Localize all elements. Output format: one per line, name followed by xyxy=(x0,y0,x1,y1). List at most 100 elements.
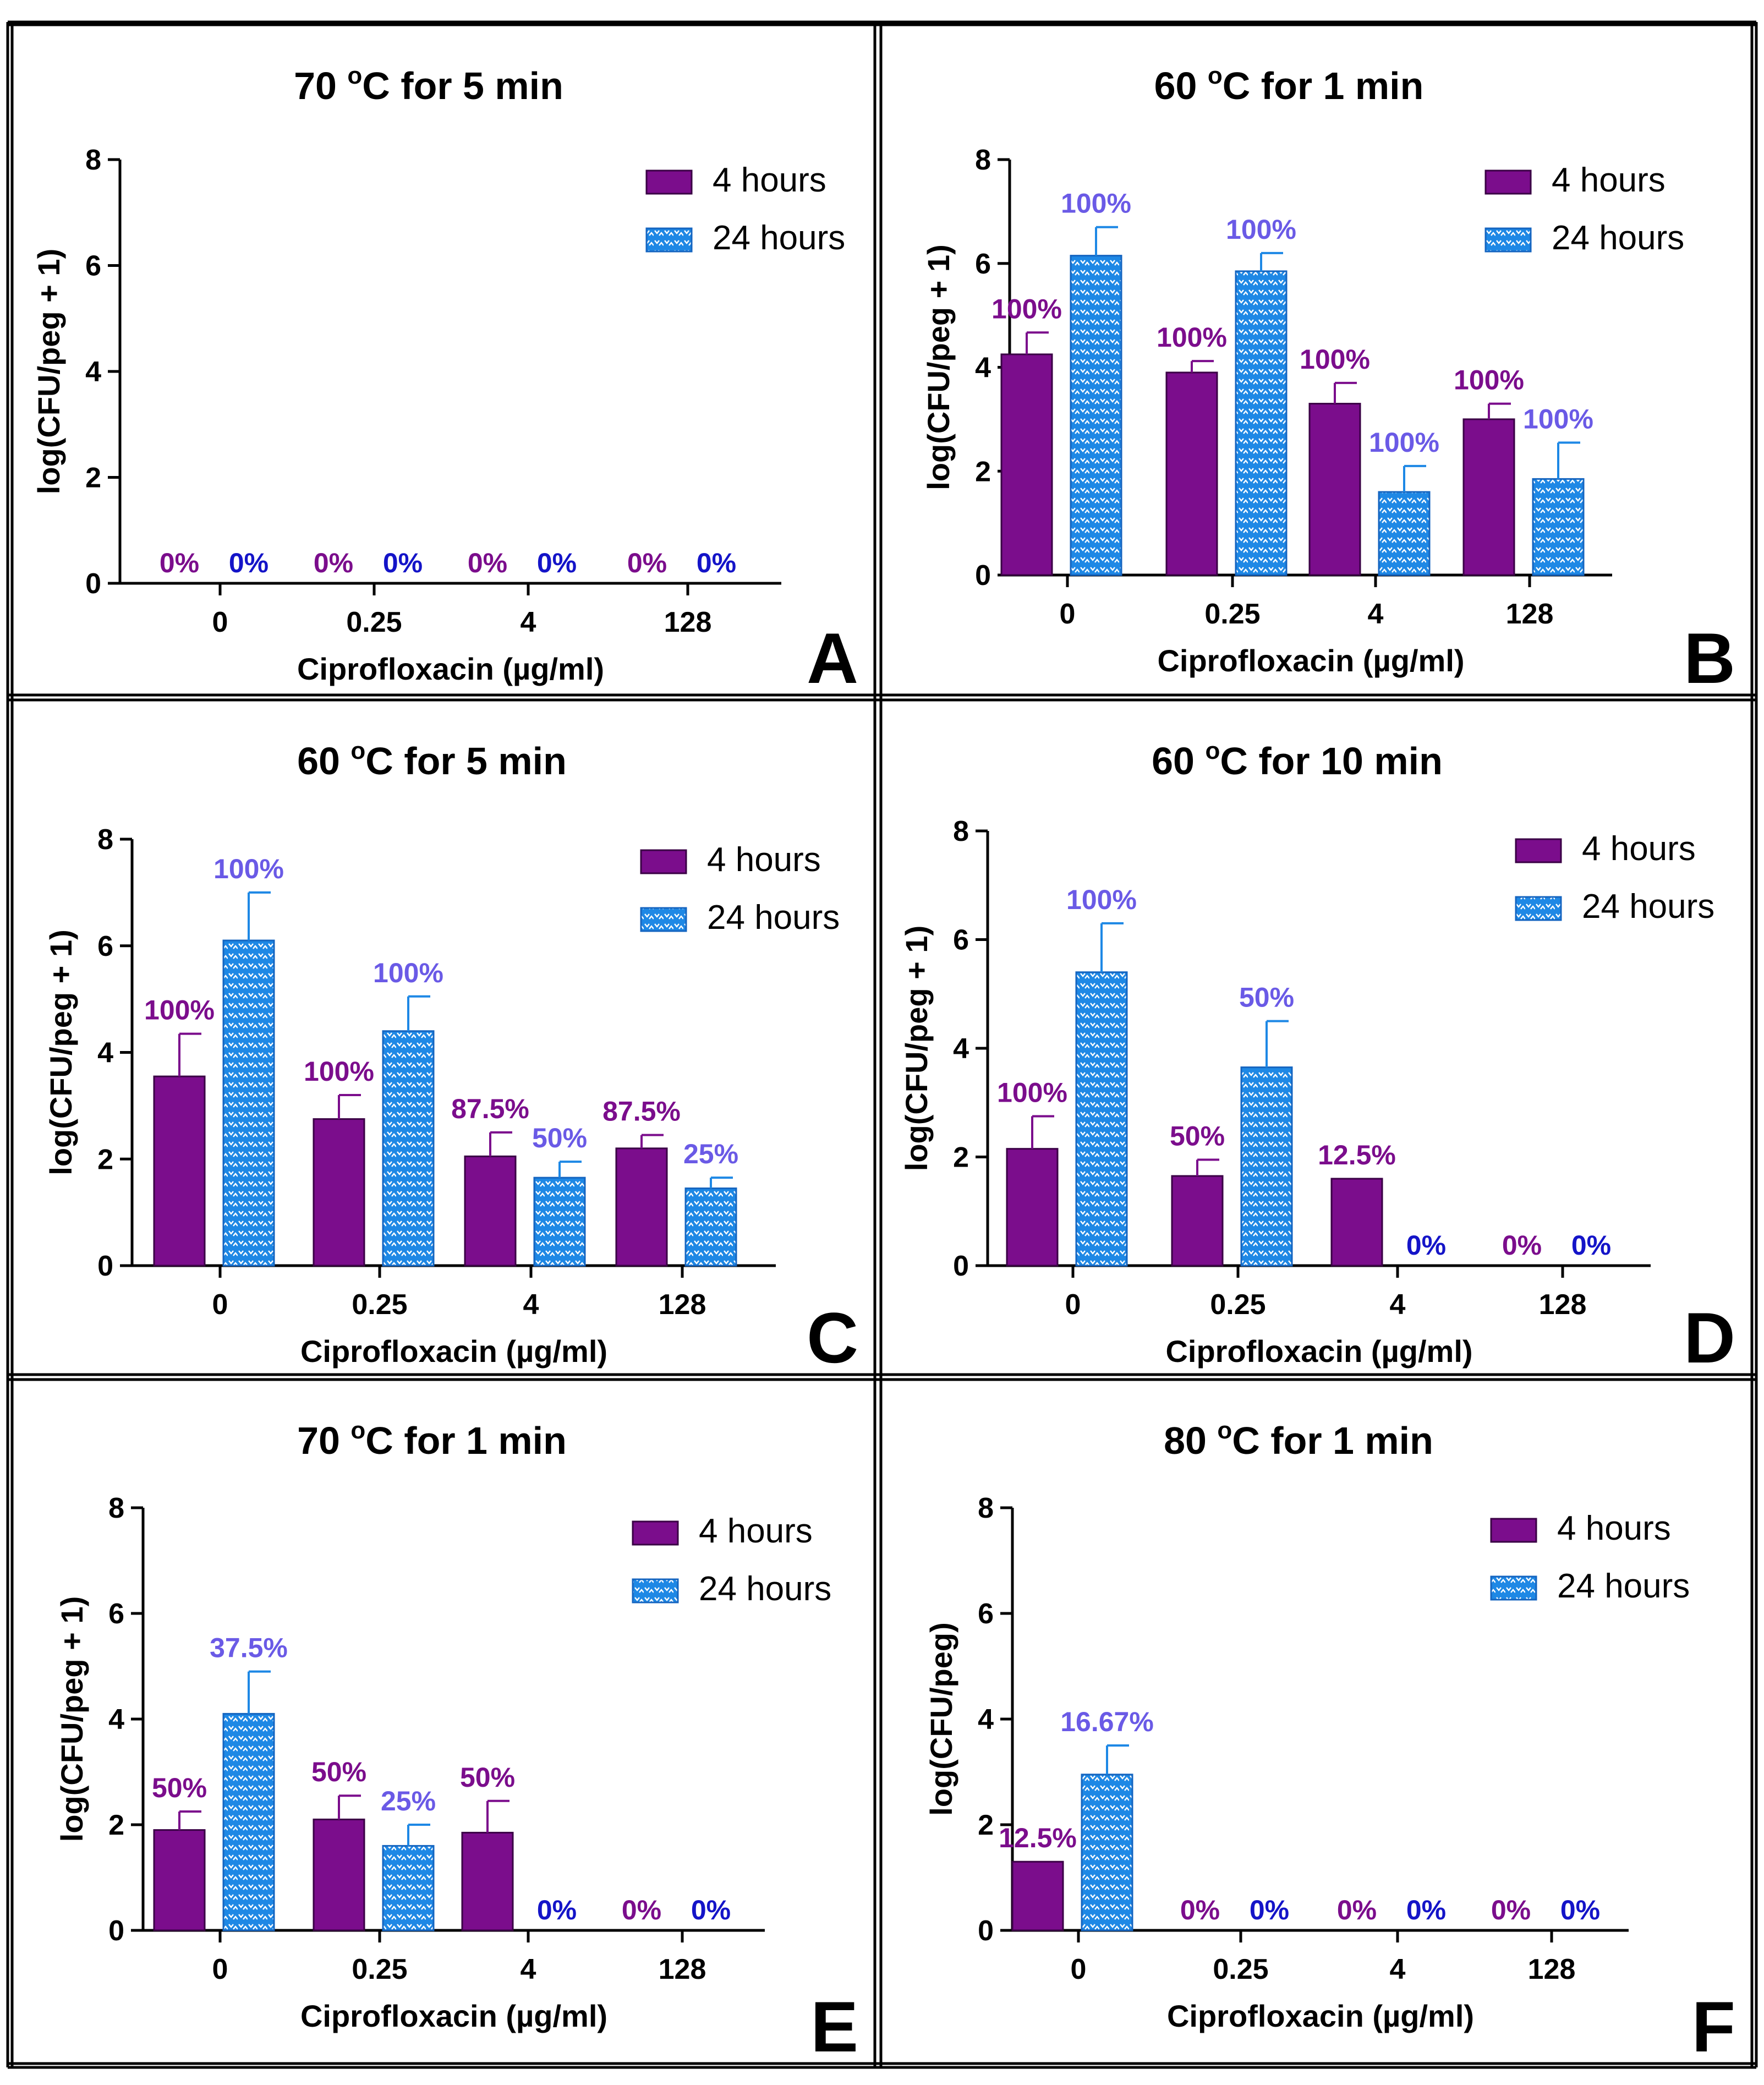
y-tick-label: 2 xyxy=(975,456,991,488)
bar-percent-label: 100% xyxy=(213,853,284,884)
chart-title: 70 oC for 5 min xyxy=(294,62,563,107)
legend-label: 4 hours xyxy=(699,1512,813,1550)
bar-percent-label: 100% xyxy=(1454,365,1524,396)
y-tick-label: 2 xyxy=(108,1809,124,1841)
bar-24h xyxy=(1240,1066,1293,1267)
bar-percent-label: 0% xyxy=(229,548,269,578)
y-tick-label: 0 xyxy=(85,568,101,600)
legend-label: 4 hours xyxy=(1552,161,1666,199)
x-tick-label: 0.25 xyxy=(1213,1953,1268,1985)
bar-24h xyxy=(1378,491,1431,576)
chart-title: 70 oC for 1 min xyxy=(297,1417,567,1462)
legend-label: 4 hours xyxy=(1582,830,1696,868)
legend-label: 24 hours xyxy=(707,899,840,937)
x-tick-label: 0 xyxy=(212,1289,228,1321)
y-tick-label: 0 xyxy=(108,1915,124,1947)
bar-24h xyxy=(222,1712,275,1931)
legend-swatch-24h xyxy=(1484,227,1532,253)
x-tick-label: 4 xyxy=(1368,598,1384,630)
bar-4h xyxy=(1006,1148,1059,1267)
panel-frames xyxy=(6,20,1758,2069)
legend-swatch-24h xyxy=(632,1578,679,1604)
chart-title: 60 oC for 10 min xyxy=(1152,737,1443,782)
bar-percent-label: 100% xyxy=(144,995,215,1026)
panel-f: 80 oC for 1 min 0 2 4 6 8 log(CFU/peg) 0 12.5% 16… xyxy=(924,1417,1735,2067)
y-tick-label: 6 xyxy=(953,924,969,956)
x-tick-label: 128 xyxy=(1506,598,1554,630)
panel-letter: D xyxy=(1684,1298,1735,1378)
bar-4h xyxy=(1000,353,1053,576)
bar-4h xyxy=(153,1075,206,1267)
y-tick-label: 0 xyxy=(975,560,991,592)
chart-title: 60 oC for 1 min xyxy=(1154,62,1424,107)
y-axis-label: log(CFU/peg + 1) xyxy=(921,244,956,490)
bar-percent-label: 0% xyxy=(383,548,423,578)
y-tick-label: 0 xyxy=(97,1250,113,1282)
title-prefix: 80 xyxy=(1164,1419,1217,1462)
title-degree-sup: o xyxy=(1208,62,1223,89)
x-tick-label: 0 xyxy=(212,1953,228,1985)
y-axis-label: log(CFU/peg + 1) xyxy=(43,929,78,1175)
bar-percent-label: 0% xyxy=(697,548,736,578)
title-degree-sup: o xyxy=(347,62,362,89)
legend-label: 4 hours xyxy=(713,161,826,199)
bar-24h xyxy=(222,939,275,1267)
bar-percent-label: 0% xyxy=(537,548,577,578)
bar-percent-label: 100% xyxy=(1300,344,1370,375)
legend-label: 24 hours xyxy=(1552,219,1684,257)
legend-label: 4 hours xyxy=(1557,1509,1671,1547)
bar-percent-label: 12.5% xyxy=(999,1823,1077,1853)
bar-percent-label: 0% xyxy=(1560,1895,1600,1925)
x-tick-label: 4 xyxy=(521,1953,536,1985)
bar-percent-label: 0% xyxy=(1406,1895,1446,1925)
bar-percent-label: 0% xyxy=(468,548,507,578)
bar-percent-label: 100% xyxy=(991,293,1062,324)
x-tick-label: 128 xyxy=(1528,1953,1576,1985)
bar-4h xyxy=(313,1818,365,1931)
panel-letter: E xyxy=(810,1987,858,2067)
x-tick-label: 0 xyxy=(1065,1289,1081,1321)
y-tick-label: 4 xyxy=(978,1704,994,1736)
title-prefix: 70 xyxy=(297,1419,350,1462)
legend-swatch-4h xyxy=(1490,1518,1537,1543)
title-prefix: 60 xyxy=(1152,740,1205,782)
bar-24h xyxy=(1235,270,1288,576)
panel-d: 60 oC for 10 min 0 2 4 6 8 log(CFU/peg + 1) 0 10… xyxy=(899,737,1735,1378)
y-tick-label: 6 xyxy=(975,248,991,280)
y-tick-label: 8 xyxy=(953,816,969,847)
bar-percent-label: 50% xyxy=(1170,1120,1225,1151)
bar-24h xyxy=(1532,478,1585,576)
panel-letter: F xyxy=(1692,1987,1735,2067)
bar-percent-label: 100% xyxy=(1226,214,1296,245)
bar-percent-label: 0% xyxy=(1250,1895,1289,1925)
y-tick-label: 4 xyxy=(953,1033,969,1065)
x-tick-label: 128 xyxy=(664,606,712,638)
y-tick-label: 6 xyxy=(85,250,101,282)
title-suffix: C for 1 min xyxy=(1223,64,1424,107)
bar-4h xyxy=(1165,371,1218,576)
bar-percent-label: 0% xyxy=(691,1895,731,1925)
bar-24h xyxy=(382,1030,435,1267)
x-tick-label: 128 xyxy=(659,1289,706,1321)
bar-percent-label: 100% xyxy=(997,1077,1067,1108)
x-tick-label: 0.25 xyxy=(1210,1289,1266,1321)
panel-c: 60 oC for 5 min 0 2 4 6 8 log(CFU/peg + 1) 0 100… xyxy=(43,737,858,1378)
legend-label: 24 hours xyxy=(1557,1567,1690,1605)
bar-4h xyxy=(1308,403,1361,576)
x-axis-label: Ciprofloxacin (µg/ml) xyxy=(1165,1334,1472,1369)
bar-percent-label: 16.67% xyxy=(1060,1706,1154,1737)
bar-percent-label: 0% xyxy=(1571,1230,1611,1261)
y-tick-label: 2 xyxy=(953,1142,969,1174)
bar-percent-label: 37.5% xyxy=(210,1633,288,1663)
y-tick-label: 4 xyxy=(85,356,101,388)
y-tick-label: 8 xyxy=(97,824,113,856)
x-tick-label: 4 xyxy=(1390,1289,1406,1321)
chart-title: 80 oC for 1 min xyxy=(1164,1417,1433,1462)
x-tick-label: 4 xyxy=(1390,1953,1406,1985)
y-tick-label: 2 xyxy=(97,1143,113,1175)
bar-24h xyxy=(684,1187,737,1267)
title-degree-sup: o xyxy=(350,1417,365,1444)
bar-percent-label: 87.5% xyxy=(602,1096,681,1127)
title-degree-sup: o xyxy=(1217,1417,1232,1444)
